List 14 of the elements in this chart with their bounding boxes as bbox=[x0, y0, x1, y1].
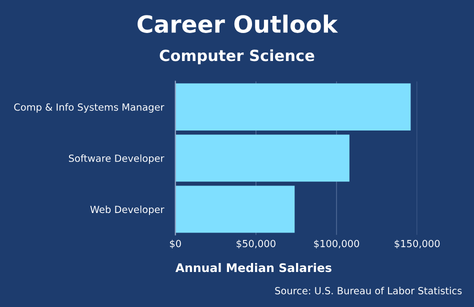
x-tick-label: $100,000 bbox=[314, 240, 360, 249]
x-axis-title: Annual Median Salaries bbox=[175, 263, 332, 272]
x-tick-label: $50,000 bbox=[236, 240, 276, 249]
x-tick-label: $0 bbox=[170, 240, 181, 249]
y-tick-label: Comp & Info Systems Manager bbox=[14, 103, 164, 113]
chart-title: Career Outlook bbox=[138, 14, 338, 33]
chart-subtitle: Computer Science bbox=[160, 49, 314, 64]
bar bbox=[175, 134, 350, 182]
bar bbox=[175, 186, 295, 233]
x-tick-label: $150,000 bbox=[394, 240, 440, 249]
y-tick-label: Web Developer bbox=[90, 206, 164, 215]
y-tick-label: Software Developer bbox=[68, 154, 164, 164]
source-note: Source: U.S. Bureau of Labor Statistics bbox=[275, 286, 462, 294]
bar bbox=[175, 83, 411, 130]
